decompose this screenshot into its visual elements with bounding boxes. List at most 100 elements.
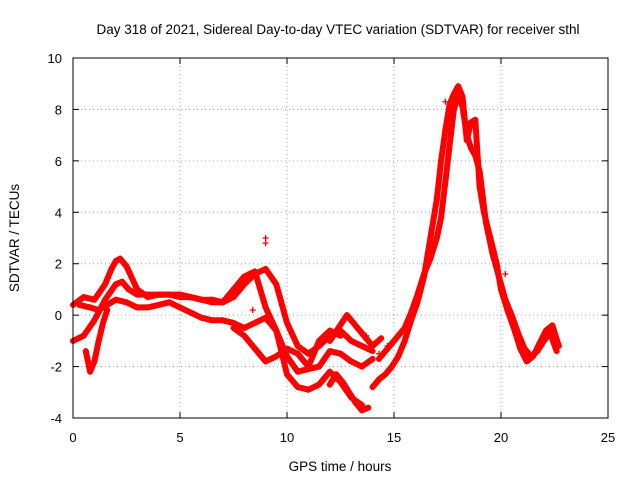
data-point — [401, 325, 408, 331]
data-point — [549, 322, 556, 329]
data-point — [382, 348, 389, 355]
data-point — [209, 317, 216, 324]
data-point — [378, 335, 385, 342]
tick-labels: 0 5 10 15 20 25 -4 -2 0 2 4 6 8 10 — [48, 51, 616, 445]
x-axis-label: GPS time / hours — [289, 459, 392, 474]
data-point — [337, 350, 344, 357]
y-tick-label: 6 — [55, 154, 62, 169]
data-point — [515, 330, 522, 337]
data-point — [326, 368, 333, 375]
data-point — [262, 304, 269, 311]
data-point — [335, 325, 342, 331]
outlier-point — [384, 343, 391, 349]
data-point — [358, 363, 365, 370]
data-point — [339, 379, 346, 385]
data-point — [144, 304, 151, 311]
data-point — [155, 291, 162, 298]
series-band — [82, 307, 111, 375]
data-point — [273, 281, 280, 288]
data-point — [123, 263, 130, 270]
data-point — [446, 142, 453, 149]
data-point — [433, 196, 440, 203]
outlier-point — [249, 307, 256, 313]
data-point — [104, 307, 111, 313]
data-point — [472, 152, 479, 159]
data-point — [117, 255, 124, 262]
data-point — [468, 145, 475, 151]
data-point — [166, 291, 173, 298]
data-point — [134, 291, 141, 298]
data-point — [365, 404, 372, 411]
data-point — [346, 389, 353, 396]
data-point — [408, 309, 415, 316]
data-point — [446, 101, 453, 108]
data-point — [108, 265, 115, 272]
chart-title: Day 318 of 2021, Sidereal Day-to-day VTE… — [97, 22, 580, 37]
outlier-point — [363, 332, 370, 339]
y-axis-label: SDTVAR / TECUs — [7, 184, 22, 293]
data-point — [450, 106, 457, 113]
data-point — [326, 327, 333, 334]
data-point — [241, 332, 248, 339]
outlier-point — [442, 98, 449, 105]
data-point — [521, 345, 528, 352]
outlier-point — [365, 337, 372, 344]
data-point — [123, 299, 130, 306]
x-tick-label: 5 — [176, 430, 183, 445]
data-point — [198, 296, 205, 303]
data-point — [284, 319, 290, 326]
series-band — [376, 91, 560, 362]
data-point — [87, 304, 94, 311]
data-point — [337, 332, 344, 339]
data-point — [102, 281, 109, 288]
data-point — [369, 348, 376, 355]
data-point — [284, 371, 290, 378]
data-point — [369, 343, 376, 349]
data-point — [262, 265, 269, 272]
data-point — [508, 312, 515, 319]
data-point — [305, 386, 312, 393]
data-point — [102, 296, 109, 303]
data-point — [358, 343, 365, 349]
data-point — [294, 368, 301, 375]
data-point — [284, 345, 290, 352]
data-point — [144, 291, 151, 298]
x-tick-label: 15 — [387, 430, 401, 445]
data-point — [80, 332, 87, 339]
data-point — [388, 363, 395, 370]
data-point — [343, 312, 350, 319]
data-point — [91, 358, 98, 365]
data-point — [251, 319, 258, 326]
data-point — [352, 322, 359, 329]
data-point — [414, 291, 421, 298]
data-point — [251, 345, 258, 352]
data-point — [316, 363, 323, 370]
series-track-d — [82, 307, 111, 375]
data-point — [177, 294, 183, 301]
data-point — [95, 307, 102, 313]
data-point — [468, 119, 475, 126]
data-point — [376, 355, 383, 362]
data-point — [369, 355, 376, 362]
data-point — [523, 358, 530, 365]
data-point — [472, 116, 479, 123]
data-point — [442, 127, 449, 133]
data-point — [442, 178, 449, 185]
data-point — [527, 353, 534, 360]
data-point — [155, 301, 162, 308]
data-point — [502, 296, 509, 303]
axis-ticks — [72, 57, 609, 419]
data-point — [209, 296, 216, 303]
data-point — [459, 103, 466, 110]
data-point — [230, 319, 237, 326]
data-point — [294, 384, 301, 391]
plot-frame — [72, 57, 609, 419]
x-tick-label: 10 — [280, 430, 294, 445]
data-point — [438, 157, 445, 164]
data-point — [427, 255, 434, 262]
data-point — [177, 304, 183, 311]
data-point — [112, 258, 119, 265]
data-point — [230, 294, 237, 301]
data-point — [495, 273, 502, 280]
